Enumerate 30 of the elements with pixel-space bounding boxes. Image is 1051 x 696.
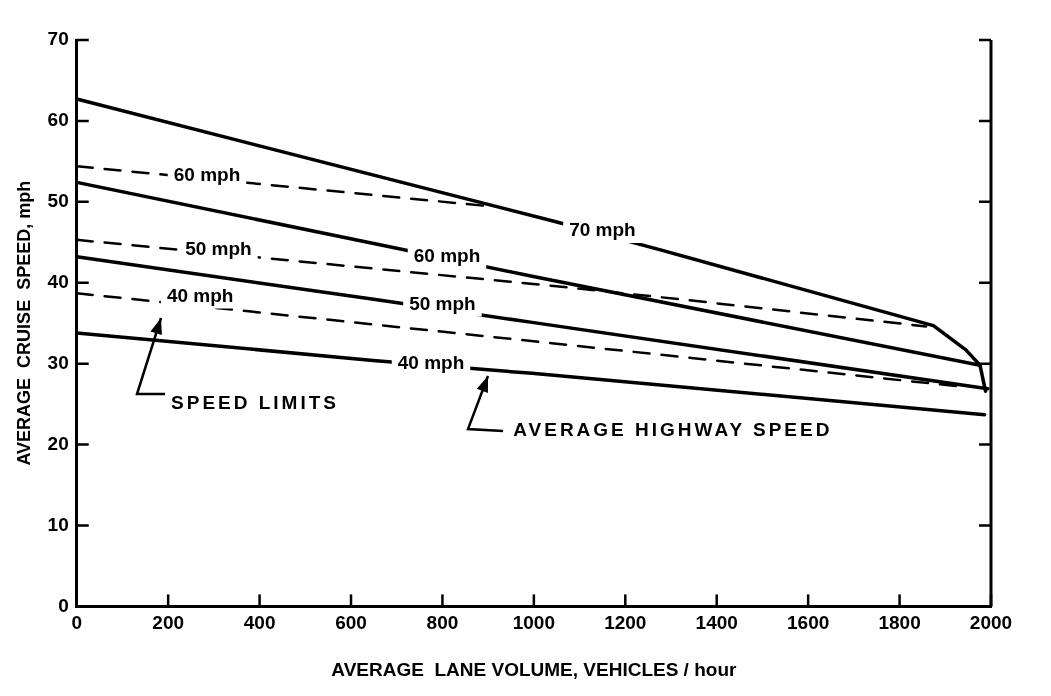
y-tick-label: 50 — [47, 190, 69, 212]
y-tick-label: 10 — [47, 513, 69, 535]
annotation: 60 mph — [173, 164, 241, 186]
x-tick-label: 800 — [426, 612, 459, 634]
y-tick-label: 60 — [47, 109, 69, 131]
y-tick-label: 20 — [47, 432, 69, 454]
x-tick-label: 400 — [243, 612, 276, 634]
x-axis-title: AVERAGE LANE VOLUME, VEHICLES / hour — [331, 658, 737, 680]
annotation: 70 mph — [569, 219, 636, 241]
x-tick-label: 1200 — [604, 612, 647, 634]
y-tick-label: 70 — [47, 28, 69, 50]
annotation: 50 mph — [409, 292, 476, 314]
x-tick-label: 1000 — [512, 612, 556, 634]
y-tick-label: 30 — [47, 351, 69, 373]
x-tick-label: 1600 — [787, 612, 830, 634]
y-tick-label: 40 — [47, 270, 69, 292]
annotation: 60 mph — [413, 245, 481, 267]
annotation: AVERAGE HIGHWAY SPEED — [513, 419, 833, 441]
annotation: 40 mph — [397, 351, 465, 373]
x-tick-label: 600 — [335, 612, 367, 634]
annotation: SPEED LIMITS — [171, 392, 339, 414]
x-tick-label: 0 — [71, 612, 83, 634]
y-tick-label: 0 — [58, 594, 69, 616]
x-tick-label: 200 — [152, 612, 185, 634]
y-axis-title: AVERAGE CRUISE SPEED, mph — [13, 180, 34, 466]
x-tick-label: 1400 — [695, 612, 738, 634]
annotation: 40 mph — [166, 284, 234, 306]
annotation: 50 mph — [185, 237, 252, 259]
x-tick-label: 2000 — [969, 612, 1013, 634]
x-tick-label: 1800 — [878, 612, 921, 634]
